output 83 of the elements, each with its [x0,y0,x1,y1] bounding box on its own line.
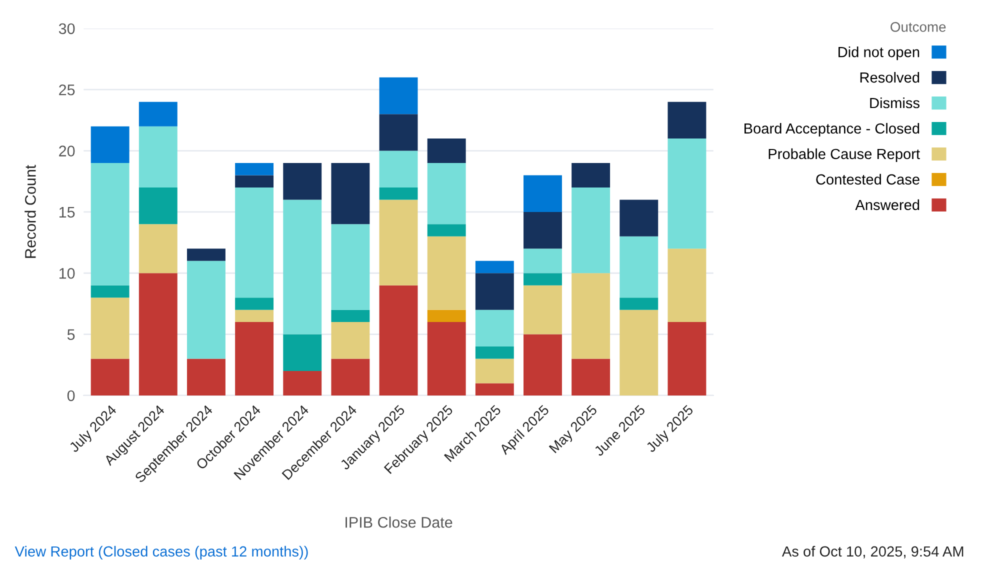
legend-label: Probable Cause Report [768,148,920,162]
bar [187,358,226,396]
bar [475,273,514,310]
bar [427,138,466,164]
bar [572,358,610,396]
bar [235,163,274,176]
bar [620,310,658,396]
bar [138,102,178,126]
bar [620,200,658,236]
bar [475,358,514,384]
bar [379,200,418,286]
text: View Report (Closed cases (past 12 months)) [14,546,308,560]
bar [475,346,514,359]
bar [475,260,514,274]
bar [331,163,370,224]
bar [379,285,418,396]
bar [90,163,130,286]
legend-label: Dismiss [870,97,920,108]
bar [524,248,562,274]
bar [668,102,706,139]
bar [283,334,322,371]
bar [524,273,562,286]
bar [524,285,562,334]
y-tick-label: 30 [58,23,75,34]
bar [331,358,370,396]
bar [283,200,322,334]
bar [524,334,562,396]
bar [379,150,418,188]
bar [138,187,178,224]
bar [379,77,418,114]
bar [90,126,130,164]
bar [379,114,418,151]
bar [427,310,466,322]
y-tick-label: 0 [67,390,75,402]
bar [668,322,706,396]
bar [572,273,610,359]
bar [620,236,658,298]
text: As of Oct 10, 2025, 9:54 AM [782,546,964,558]
bar [235,187,274,298]
bar [427,224,466,236]
bar [475,310,514,347]
bar [235,298,274,310]
y-tick-label: 25 [59,84,75,96]
bar [235,175,274,188]
y-tick-label: 5 [67,329,75,340]
bar [138,273,178,396]
bar [572,163,610,188]
bar [187,248,226,261]
bar [572,187,610,274]
legend-label: Board Acceptance - Closed [744,122,920,137]
bar [620,298,658,310]
bar [331,322,370,359]
bar [283,163,322,200]
bar [331,224,370,310]
bar [331,310,370,322]
bar [138,224,178,274]
legend-label: Answered [855,199,920,210]
bar [235,322,274,396]
x-axis-title: IPIB Close Date [346,516,452,528]
legend-label: Contested Case [816,174,920,185]
y-tick-label: 20 [59,146,75,156]
bar [475,383,514,396]
bar [427,163,466,224]
bar [187,260,226,359]
bar [90,285,130,298]
bar [524,175,562,212]
bar [283,370,322,396]
bar [668,248,706,322]
bar [90,298,130,359]
bar [138,126,178,188]
bar [235,310,274,322]
y-axis-title: Record Count [24,164,36,258]
bar [90,358,130,396]
legend-label: Resolved [860,72,920,83]
bar [427,236,466,310]
y-tick-label: 15 [59,206,75,218]
bar [427,322,466,396]
bar [524,212,562,249]
bar [379,187,418,200]
y-tick-label: 10 [59,268,75,279]
legend-title: Outcome [890,22,946,32]
legend-label: Did not open [838,46,920,60]
bar [668,138,706,249]
